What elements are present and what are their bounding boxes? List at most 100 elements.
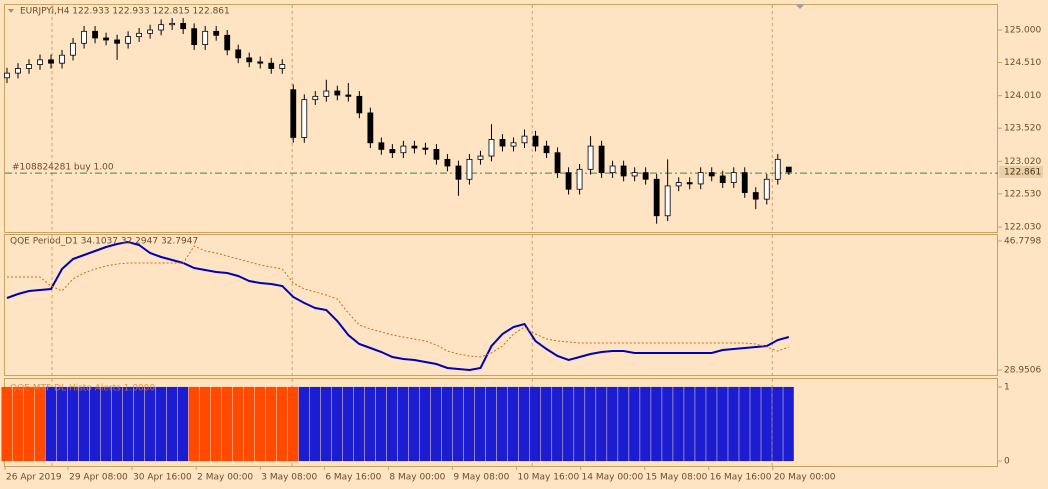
y-tick-label: 123.020 <box>1004 157 1041 167</box>
chart-title: EURJPYi,H4 122.933 122.933 122.815 122.8… <box>20 7 230 17</box>
histo-bar <box>144 386 156 462</box>
candle-body <box>158 24 165 31</box>
candle-body <box>466 158 473 180</box>
histo-bar <box>353 386 365 462</box>
histo-bar <box>474 386 486 462</box>
candle-body <box>290 89 297 138</box>
histo-bar <box>320 386 332 462</box>
candle-body <box>620 165 627 177</box>
histo-bar <box>452 386 464 462</box>
histo-bar <box>519 386 530 462</box>
candle-body <box>598 145 605 174</box>
candle-body <box>686 182 693 185</box>
candle-body <box>323 90 330 97</box>
histo-bar <box>386 386 398 462</box>
histo-bar <box>640 386 651 462</box>
histo-bar <box>541 386 552 462</box>
candle-body <box>708 172 715 177</box>
candle-body <box>532 135 539 147</box>
histo-bar <box>684 386 695 462</box>
histo-bar <box>23 386 35 462</box>
candle-body <box>763 178 770 200</box>
candle-body <box>752 192 759 200</box>
candle-body <box>224 34 231 51</box>
histo-bar <box>254 386 266 462</box>
candle-body <box>521 135 528 144</box>
candle-body <box>411 145 418 149</box>
x-tick-label: 3 May 08:00 <box>261 473 317 483</box>
histo-bar <box>342 386 354 462</box>
histo-bar <box>287 386 299 462</box>
x-tick-label: 2 May 00:00 <box>197 473 253 483</box>
candle-body <box>554 152 561 174</box>
candle-body <box>70 42 76 56</box>
candle-body <box>719 175 726 183</box>
candle-body <box>642 172 649 180</box>
indicator-line <box>6 240 790 372</box>
histo-bar <box>331 386 343 462</box>
y-tick-label: 122.030 <box>1004 223 1041 233</box>
x-tick-label: 29 Apr 08:00 <box>69 473 128 483</box>
histo-bar <box>155 386 167 462</box>
y-tick-label: 124.510 <box>1004 58 1041 68</box>
histo-bar <box>430 386 442 462</box>
x-tick-label: 6 May 16:00 <box>325 473 381 483</box>
candle-body <box>378 142 385 150</box>
histo-bar <box>133 386 145 462</box>
qqe-panel <box>4 234 998 376</box>
histo-bar <box>375 386 387 462</box>
histo-bar <box>364 386 376 462</box>
histo-bar <box>166 386 178 462</box>
y-tick-label: 122.530 <box>1004 189 1041 199</box>
candle-body <box>389 149 396 154</box>
y-tick-label: 124.010 <box>1004 91 1041 101</box>
histo-bar <box>695 386 706 462</box>
histo-bar <box>177 386 189 462</box>
histo-bar <box>574 386 585 462</box>
histo-bar <box>629 386 640 462</box>
order-label: #108824281 buy 1.00 <box>12 163 114 173</box>
histo-bar <box>706 386 717 462</box>
histo-bar <box>89 386 101 462</box>
candle-body <box>785 166 792 173</box>
last-price-label: 122.861 <box>1004 167 1041 177</box>
histo-bar <box>496 386 508 462</box>
histo-bar <box>441 386 453 462</box>
histo-bar <box>508 386 519 462</box>
candle-body <box>147 29 154 34</box>
candle-body <box>675 182 682 187</box>
histo-bar <box>618 386 629 462</box>
indicator-line <box>7 245 789 358</box>
histo-bar <box>717 386 728 462</box>
histo-bar <box>728 386 739 462</box>
histo-bar <box>662 386 673 462</box>
y-tick-label: 28.9506 <box>1004 366 1041 376</box>
candle-body <box>191 28 198 46</box>
shift-marker[interactable] <box>795 4 805 9</box>
collapse-arrow[interactable] <box>8 9 14 13</box>
histo-bar <box>111 386 123 462</box>
histo-bar <box>232 386 244 462</box>
candle-body <box>444 158 451 167</box>
histo-bar <box>122 386 134 462</box>
plot-layer: 125.000 124.510 124.010 123.520 123.020 122.5… <box>1 5 1043 483</box>
histo-bar <box>739 386 750 462</box>
candle-body <box>15 68 21 74</box>
candle-body <box>213 30 220 36</box>
y-tick-label: 46.7798 <box>1004 236 1041 246</box>
histo-bar <box>45 386 57 462</box>
histo-bar <box>276 386 288 462</box>
candle-body <box>301 99 308 138</box>
candle-body <box>279 64 286 69</box>
histo-bar <box>530 386 541 462</box>
candle-body <box>697 172 704 185</box>
histo-bar <box>463 386 475 462</box>
histo-bar <box>67 386 79 462</box>
x-tick-label: 8 May 00:00 <box>389 473 445 483</box>
x-tick-label: 9 May 08:00 <box>453 473 509 483</box>
histo-bar <box>1 386 12 462</box>
x-tick-label: 14 May 00:00 <box>582 473 644 483</box>
histo-bar <box>563 386 574 462</box>
histo-bar <box>607 386 618 462</box>
